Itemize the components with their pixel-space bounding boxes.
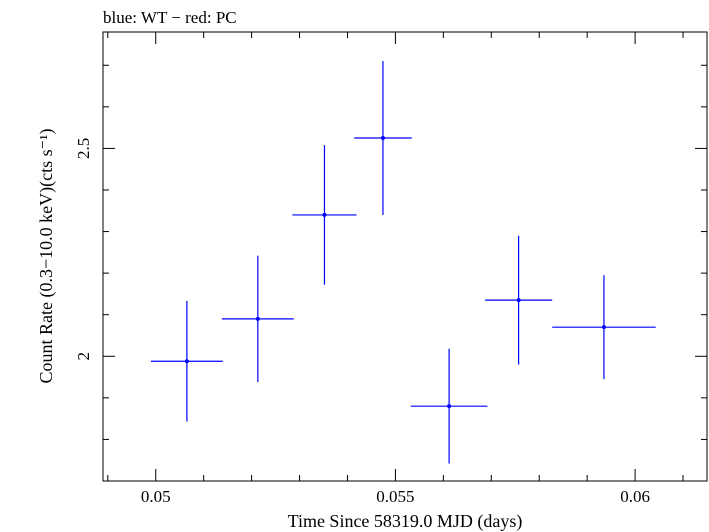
- point-marker: [184, 359, 189, 364]
- y-tick-label: 2: [74, 352, 93, 361]
- data-point: [292, 145, 357, 285]
- axis-ticks: [103, 32, 707, 482]
- point-marker: [380, 136, 385, 141]
- axis-tick-labels: 0.05 0.055 0.06 2 2.5: [74, 138, 650, 506]
- plot-frame: [102, 31, 708, 482]
- point-marker: [322, 212, 327, 217]
- x-tick-label: 0.05: [141, 487, 171, 506]
- data-point: [485, 235, 553, 365]
- data-point: [150, 300, 223, 422]
- x-tick-label: 0.06: [620, 487, 650, 506]
- chart-title: blue: WT − red: PC: [103, 8, 237, 27]
- data-point: [354, 61, 412, 215]
- data-series: [150, 61, 656, 464]
- point-marker: [447, 404, 452, 409]
- data-point: [221, 255, 294, 383]
- data-point: [552, 275, 656, 380]
- x-axis-label: Time Since 58319.0 MJD (days): [288, 511, 523, 532]
- y-axis-label: Count Rate (0.3−10.0 keV)(cts s⁻¹): [36, 128, 57, 383]
- point-marker: [255, 316, 260, 321]
- point-marker: [516, 298, 521, 303]
- point-marker: [601, 325, 606, 330]
- x-tick-label: 0.055: [376, 487, 414, 506]
- y-tick-label: 2.5: [74, 138, 93, 159]
- data-point: [410, 348, 488, 464]
